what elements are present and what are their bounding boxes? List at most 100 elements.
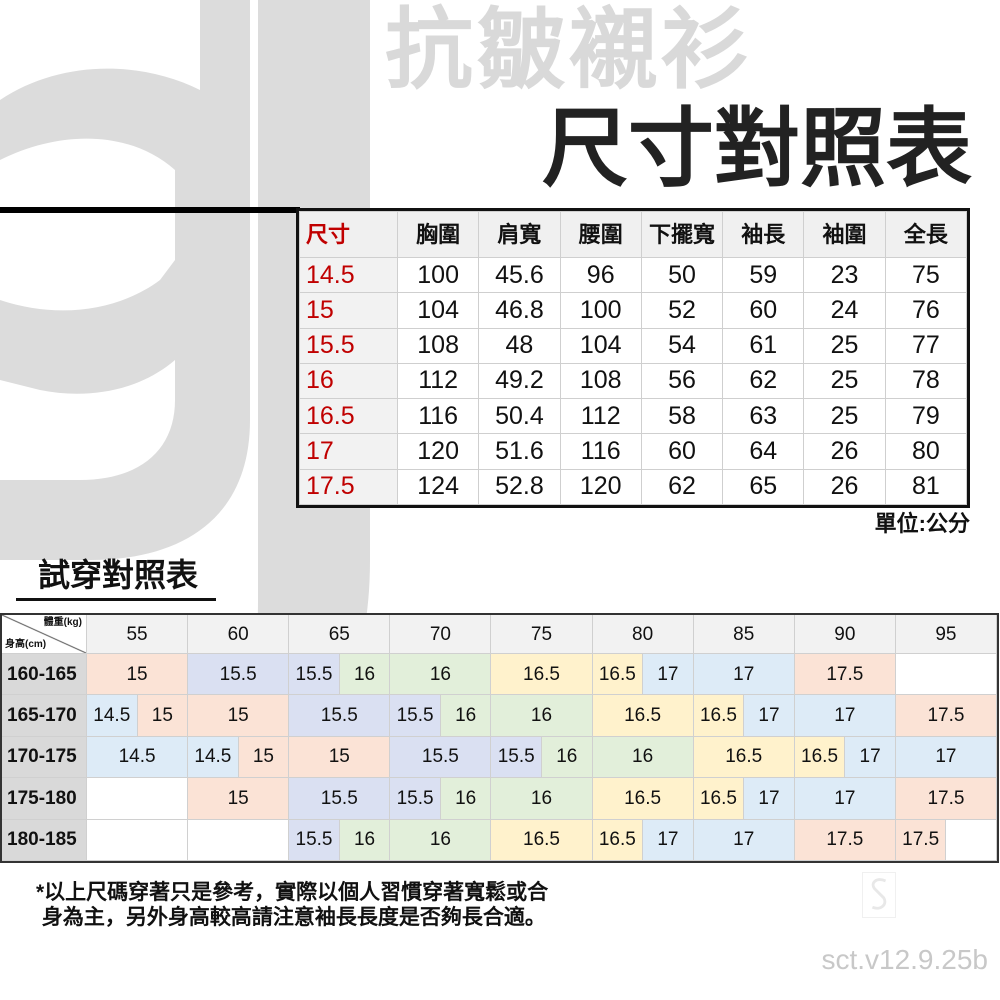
measurement-cell: 60 bbox=[640, 433, 724, 470]
size-cell: 16 bbox=[542, 736, 593, 779]
size-cell: 15.5 bbox=[289, 778, 391, 820]
measurement-cell: 78 bbox=[884, 362, 968, 400]
size-cell: 14.5 bbox=[87, 695, 138, 737]
size-cell: 16 bbox=[390, 819, 492, 861]
weight-header: 60 bbox=[188, 615, 290, 654]
size-cell: 16.5 bbox=[693, 736, 795, 779]
measurement-cell: 108 bbox=[396, 327, 480, 364]
size-cell: 15 bbox=[87, 654, 189, 696]
measurement-cell: 62 bbox=[722, 362, 805, 400]
size-cell: 17.5 bbox=[299, 468, 398, 506]
size-cell: 16.5 bbox=[592, 778, 694, 820]
table-header-row: 尺寸 胸圍 肩寬 腰圍 下擺寬 袖長 袖圍 全長 bbox=[299, 211, 968, 258]
divider bbox=[0, 207, 300, 213]
size-cell: 15 bbox=[299, 292, 398, 329]
size-cell: 15 bbox=[137, 695, 189, 737]
height-axis-label: 身高(cm) bbox=[5, 639, 47, 650]
size-cell: 17 bbox=[693, 819, 795, 861]
table-row: 15.5 108 48 104 54 61 25 77 bbox=[299, 327, 968, 364]
measurement-cell: 50.4 bbox=[478, 398, 561, 435]
size-cell: 17 bbox=[895, 736, 997, 779]
measurement-cell: 49.2 bbox=[478, 362, 561, 400]
measurement-cell: 79 bbox=[884, 398, 968, 435]
size-cell: 15.5 bbox=[390, 778, 441, 820]
size-cell: 15.5 bbox=[289, 819, 340, 861]
measurement-cell: 52.8 bbox=[478, 468, 561, 506]
unit-label: 單位:公分 bbox=[874, 511, 970, 536]
weight-header: 70 bbox=[390, 615, 492, 654]
size-cell: 15.5 bbox=[390, 695, 441, 737]
logo-g-shape bbox=[0, 0, 250, 560]
measurement-cell: 62 bbox=[640, 468, 724, 506]
size-cell bbox=[188, 819, 290, 861]
height-header: 160-165 bbox=[2, 654, 87, 696]
column-header: 全長 bbox=[884, 211, 968, 258]
size-cell bbox=[895, 654, 997, 696]
weight-header: 85 bbox=[693, 615, 795, 654]
size-cell: 17 bbox=[643, 819, 694, 861]
height-header: 165-170 bbox=[2, 695, 87, 737]
table-row: 14.5 100 45.6 96 50 59 23 75 bbox=[299, 256, 968, 294]
measurement-cell: 112 bbox=[396, 362, 480, 400]
column-header: 胸圍 bbox=[396, 211, 480, 258]
size-cell: 17.5 bbox=[895, 778, 997, 820]
size-cell: 15 bbox=[188, 695, 290, 737]
measurement-cell: 46.8 bbox=[478, 292, 561, 329]
measurement-cell: 63 bbox=[722, 398, 805, 435]
measurement-cell: 81 bbox=[884, 468, 968, 506]
size-cell: 15.5 bbox=[299, 327, 398, 364]
corner-header: 體重(kg) 身高(cm) bbox=[2, 615, 87, 654]
size-cell: 14.5 bbox=[188, 736, 239, 779]
title-underline bbox=[16, 598, 216, 601]
measurement-cell: 80 bbox=[884, 433, 968, 470]
measurement-cell: 58 bbox=[640, 398, 724, 435]
size-cell: 16.5 bbox=[491, 654, 593, 696]
measurement-cell: 60 bbox=[722, 292, 805, 329]
size-cell: 17 bbox=[744, 778, 795, 820]
note-line: *以上尺碼穿著只是參考，實際以個人習慣穿著寬鬆或合 bbox=[36, 881, 549, 904]
measurement-cell: 45.6 bbox=[478, 256, 561, 294]
weight-header: 80 bbox=[592, 615, 694, 654]
size-cell: 17 bbox=[794, 695, 896, 737]
size-cell: 16 bbox=[440, 778, 492, 820]
fit-table-title: 試穿對照表 bbox=[38, 557, 199, 593]
size-cell: 16 bbox=[491, 778, 593, 820]
height-header: 170-175 bbox=[2, 736, 87, 779]
size-cell: 16 bbox=[390, 654, 492, 696]
size-cell: 17 bbox=[744, 695, 795, 737]
height-header: 175-180 bbox=[2, 778, 87, 820]
size-cell: 17 bbox=[643, 654, 694, 696]
size-cell: 16.5 bbox=[592, 654, 644, 696]
size-cell: 17.5 bbox=[895, 695, 997, 737]
product-subtitle: 抗皺襯衫 bbox=[385, 0, 754, 99]
size-cell bbox=[87, 778, 189, 820]
measurement-cell: 54 bbox=[640, 327, 724, 364]
size-cell: 17 bbox=[794, 778, 896, 820]
measurement-cell: 120 bbox=[396, 433, 480, 470]
height-header: 180-185 bbox=[2, 819, 87, 861]
fit-table: 體重(kg) 身高(cm) 55 60 65 70 75 80 85 90 95 160-165 1… bbox=[0, 613, 999, 863]
measurement-cell: 56 bbox=[640, 362, 724, 400]
weight-header: 95 bbox=[895, 615, 997, 654]
measurement-cell: 25 bbox=[803, 362, 886, 400]
page-title: 尺寸對照表 bbox=[542, 101, 972, 197]
note-line: 身為主，另外身高較高請注意袖長長度是否夠長合適。 bbox=[36, 906, 546, 929]
size-cell: 16.5 bbox=[693, 778, 745, 820]
measurement-cell: 100 bbox=[559, 292, 642, 329]
column-header: 下擺寬 bbox=[640, 211, 724, 258]
size-cell: 17.5 bbox=[895, 819, 947, 861]
measurement-cell: 25 bbox=[803, 398, 886, 435]
column-header: 腰圍 bbox=[559, 211, 642, 258]
column-header: 袖圍 bbox=[803, 211, 886, 258]
measurement-cell: 52 bbox=[640, 292, 724, 329]
weight-axis-label: 體重(kg) bbox=[43, 617, 82, 628]
size-cell: 17 bbox=[299, 433, 398, 470]
measurement-cell: 51.6 bbox=[478, 433, 561, 470]
size-cell: 17 bbox=[845, 736, 896, 779]
size-cell: 15.5 bbox=[491, 736, 542, 779]
size-cell: 17.5 bbox=[794, 819, 896, 861]
size-cell: 16 bbox=[440, 695, 492, 737]
size-cell bbox=[946, 819, 997, 861]
measurement-cell: 50 bbox=[640, 256, 724, 294]
table-row: 17 120 51.6 116 60 64 26 80 bbox=[299, 433, 968, 470]
